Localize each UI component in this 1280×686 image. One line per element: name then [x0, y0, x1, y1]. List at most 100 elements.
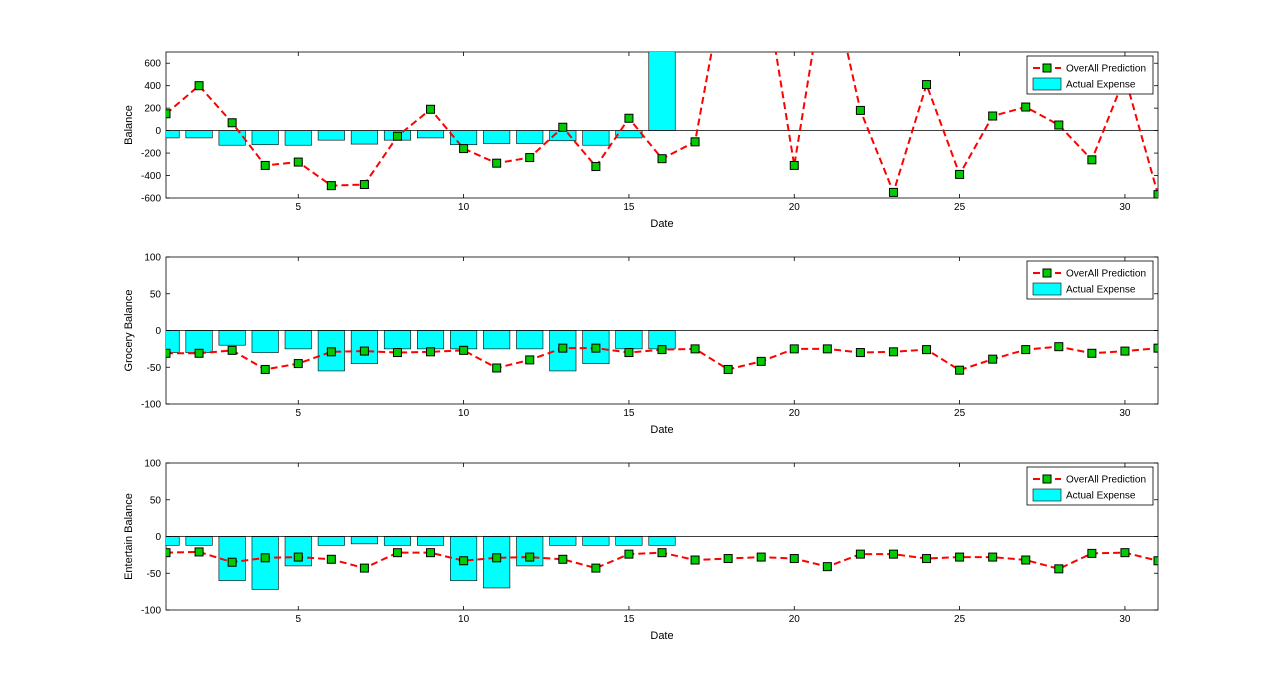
prediction-point	[359, 180, 369, 190]
prediction-point	[822, 562, 832, 572]
prediction-point	[624, 113, 634, 123]
legend-bar-swatch	[1032, 77, 1062, 91]
prediction-point	[558, 122, 568, 132]
expense-bar	[615, 330, 643, 350]
expense-bar	[317, 536, 345, 546]
prediction-point	[260, 160, 270, 170]
chart-panel-3: 5 10 15 20 25 30 -100 -50 0 50 100 Date Entertain Ba…	[123, 459, 1159, 642]
expense-bar	[615, 536, 643, 546]
x-tick-label: 15	[623, 408, 635, 419]
y-axis-label: Balance	[123, 105, 135, 145]
y-tick-label: 100	[144, 459, 161, 470]
prediction-point	[326, 181, 336, 191]
expense-bar	[648, 536, 676, 546]
expense-bar	[582, 536, 610, 546]
chart-panel-2: 5 10 15 20 25 30 -100 -50 0 50 100 Date Grocery Bala…	[123, 253, 1159, 436]
prediction-point	[194, 348, 204, 358]
plot-area	[166, 536, 1158, 590]
prediction-point	[955, 169, 965, 179]
y-tick-label: 50	[150, 495, 162, 506]
prediction-point	[690, 555, 700, 565]
expense-bar	[166, 536, 180, 546]
prediction-point	[822, 344, 832, 354]
prediction-point	[922, 345, 932, 355]
legend-label: OverAll Prediction	[1066, 269, 1146, 280]
x-tick-label: 30	[1119, 202, 1131, 213]
prediction-point	[855, 549, 865, 559]
prediction-point	[359, 346, 369, 356]
expense-bar	[417, 536, 445, 546]
prediction-point	[591, 563, 601, 573]
expense-bar	[284, 330, 312, 350]
expense-bar	[185, 536, 213, 546]
prediction-point	[1153, 190, 1158, 198]
legend-label: Actual Expense	[1066, 491, 1136, 502]
prediction-point	[459, 345, 469, 355]
y-tick-label: 50	[150, 289, 162, 300]
prediction-point	[922, 80, 932, 90]
x-tick-label: 20	[789, 408, 801, 419]
prediction-point	[789, 554, 799, 564]
x-tick-label: 30	[1119, 614, 1131, 625]
prediction-point	[988, 552, 998, 562]
legend-label: Actual Expense	[1066, 80, 1136, 91]
expense-bar	[218, 130, 246, 146]
x-tick-label: 20	[789, 202, 801, 213]
y-tick-label: 0	[155, 326, 161, 337]
prediction-point	[326, 554, 336, 564]
prediction-point	[756, 356, 766, 366]
prediction-point	[1120, 346, 1130, 356]
legend-marker-swatch	[1042, 63, 1052, 73]
prediction-point	[392, 548, 402, 558]
y-axis-label: Entertain Balance	[123, 493, 135, 580]
prediction-point	[657, 154, 667, 164]
prediction-point	[1087, 348, 1097, 358]
prediction-point	[855, 348, 865, 358]
expense-bar	[582, 130, 610, 146]
prediction-point	[166, 109, 171, 119]
chart-panel-1: 5 10 15 20 25 30 -600 -400 -200 0 200 400 600 Date Bal…	[123, 51, 1159, 230]
prediction-point	[723, 554, 733, 564]
prediction-point	[1153, 343, 1158, 353]
prediction-point	[459, 556, 469, 566]
prediction-point	[789, 344, 799, 354]
y-tick-label: -200	[141, 149, 161, 160]
prediction-point	[624, 549, 634, 559]
expense-bar	[615, 130, 643, 139]
prediction-point	[293, 359, 303, 369]
prediction-point	[525, 153, 535, 163]
legend-bar-swatch	[1032, 282, 1062, 296]
prediction-point	[1087, 155, 1097, 165]
prediction-point	[525, 552, 535, 562]
expense-bar	[166, 130, 180, 139]
prediction-point	[1054, 342, 1064, 352]
x-tick-label: 5	[295, 614, 301, 625]
x-tick-label: 10	[458, 408, 470, 419]
plot-area	[166, 330, 1158, 375]
prediction-point	[492, 553, 502, 563]
expense-bar	[549, 536, 577, 546]
x-tick-label: 5	[295, 408, 301, 419]
y-tick-label: -100	[141, 400, 161, 411]
prediction-point	[657, 345, 667, 355]
x-tick-label: 25	[954, 202, 966, 213]
prediction-point	[1153, 556, 1158, 566]
prediction-point	[1054, 120, 1064, 130]
x-tick-label: 10	[458, 202, 470, 213]
prediction-point	[459, 144, 469, 154]
prediction-point	[525, 355, 535, 365]
x-tick-label: 25	[954, 408, 966, 419]
plot-area	[166, 52, 1158, 198]
prediction-point	[1021, 555, 1031, 565]
expense-bar	[350, 536, 378, 545]
x-tick-label: 15	[623, 202, 635, 213]
prediction-point	[558, 554, 568, 564]
x-axis-label: Date	[650, 630, 673, 642]
prediction-point	[426, 548, 436, 558]
prediction-point	[1087, 548, 1097, 558]
prediction-point	[392, 348, 402, 358]
expense-bar	[417, 330, 445, 350]
expense-bar	[483, 330, 511, 350]
prediction-point	[227, 557, 237, 567]
